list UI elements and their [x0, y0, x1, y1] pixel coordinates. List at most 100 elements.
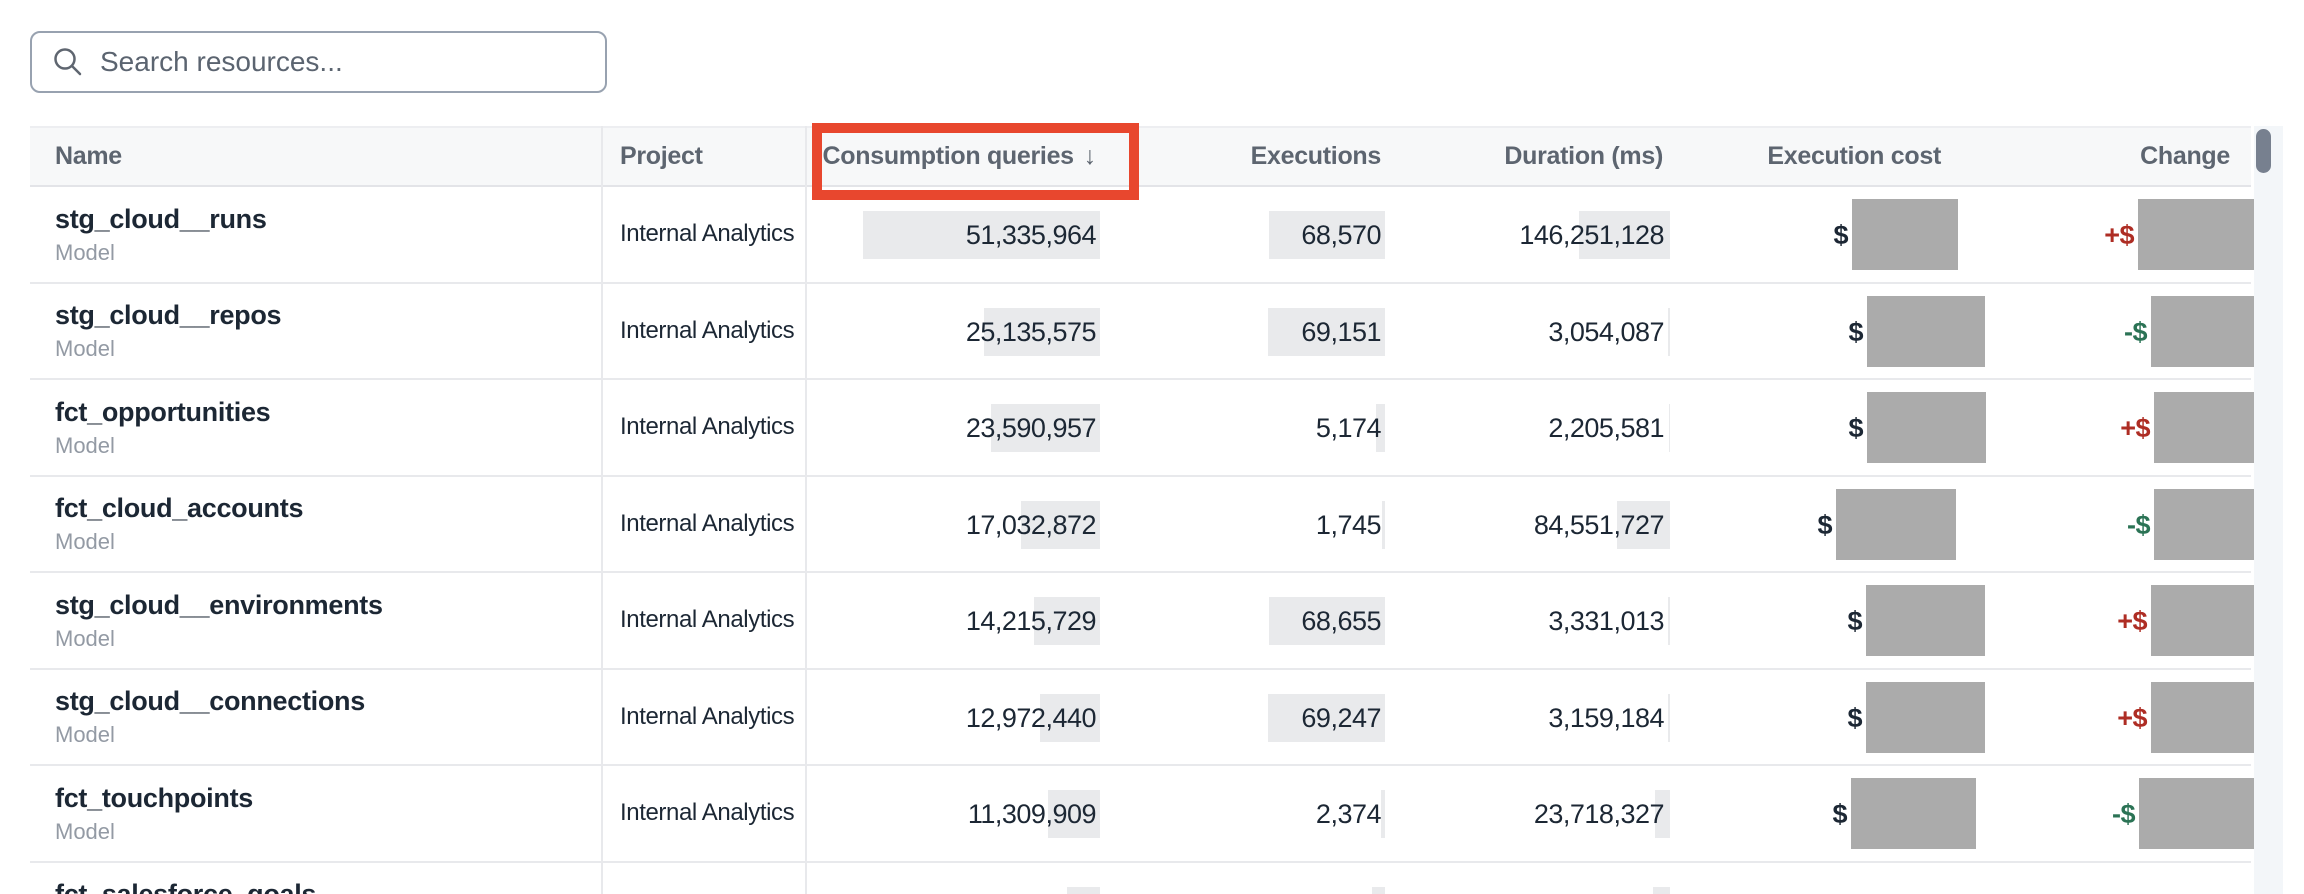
- resource-name: stg_cloud__runs: [55, 203, 267, 234]
- table-header-row: Name Project Consumption queries ↓ Execu…: [30, 126, 2251, 187]
- duration-value: 3,054,087: [1548, 316, 1664, 347]
- value-bar: [1040, 693, 1100, 742]
- value-bar: [1668, 597, 1670, 645]
- project-cell: Internal Analytics: [601, 863, 805, 894]
- table-row[interactable]: fct_touchpoints Model Internal Analytics…: [30, 766, 2260, 863]
- consumption-cell: 23,590,957: [805, 380, 1140, 475]
- value-bar: [1034, 597, 1100, 645]
- column-header-consumption-queries[interactable]: Consumption queries ↓: [805, 128, 1140, 185]
- value-bar: [1669, 404, 1670, 452]
- redaction-box: [2151, 295, 2274, 367]
- redaction-box: [1867, 392, 1986, 463]
- change-cell: +$: [2030, 573, 2274, 668]
- name-cell: fct_cloud_accounts Model: [30, 477, 601, 572]
- project-cell: Internal Analytics: [620, 509, 795, 537]
- redaction-box: [2151, 681, 2274, 753]
- resource-type: Model: [55, 336, 115, 362]
- project-cell: Internal Analytics: [620, 702, 795, 730]
- column-divider: [601, 126, 603, 894]
- redaction-box: [1852, 199, 1958, 270]
- value-bar: [1382, 500, 1385, 549]
- value-bar: [1655, 790, 1670, 838]
- execution-cost-cell: $: [1700, 766, 2030, 861]
- vertical-scrollbar-thumb[interactable]: [2256, 129, 2271, 173]
- value-bar: [1668, 693, 1670, 742]
- executions-cell: 68,655: [1140, 573, 1420, 668]
- change-sign: +$: [2120, 413, 2150, 443]
- currency-sign: $: [1847, 702, 1862, 733]
- execution-cost-cell: $: [1700, 477, 2030, 572]
- executions-value: 68,570: [1301, 220, 1381, 250]
- execution-cost-cell: $: [1700, 187, 2030, 282]
- project-cell: Internal Analytics: [620, 606, 795, 634]
- table-row[interactable]: stg_cloud__environments Model Internal A…: [30, 573, 2274, 670]
- executions-cell: 69,151: [1140, 284, 1420, 379]
- duration-value: 84,551,727: [1533, 509, 1665, 540]
- resource-name: fct_touchpoints: [55, 782, 253, 813]
- change-cell: [2030, 863, 2251, 894]
- redaction-box: [2154, 488, 2268, 560]
- table-row[interactable]: stg_cloud__connections Model Internal An…: [30, 669, 2274, 766]
- currency-sign: $: [1847, 606, 1862, 636]
- annotation-highlight-box: [812, 123, 1139, 200]
- column-header-name[interactable]: Name: [30, 128, 601, 185]
- value-bar: [1617, 500, 1670, 549]
- column-header-label: Consumption queries: [822, 142, 1075, 170]
- column-header-project[interactable]: Project: [601, 128, 805, 185]
- value-bar: [1268, 307, 1385, 356]
- name-cell: stg_cloud__connections Model: [30, 670, 601, 765]
- resource-name: stg_cloud__connections: [55, 686, 365, 717]
- duration-value: 3,331,013: [1548, 606, 1664, 636]
- consumption-value: 25,135,575: [965, 316, 1097, 347]
- vertical-scrollbar-track[interactable]: [2254, 126, 2283, 894]
- change-sign: +$: [2117, 606, 2147, 636]
- change-sign: +$: [2117, 702, 2147, 733]
- value-bar: [1668, 307, 1670, 356]
- redaction-box: [1866, 585, 1985, 656]
- executions-value: 2,374: [1315, 799, 1382, 829]
- column-header-label: Executions: [1250, 142, 1382, 170]
- table-row[interactable]: stg_cloud__repos Model Internal Analytic…: [30, 283, 2274, 380]
- consumption-value: 23,590,957: [965, 413, 1097, 443]
- resource-type: Model: [55, 432, 115, 458]
- change-cell: -$: [2030, 766, 2260, 861]
- search-input[interactable]: [100, 46, 589, 78]
- change-sign: +$: [2104, 220, 2134, 250]
- redaction-box: [1866, 681, 1985, 753]
- search-bar: [30, 31, 607, 93]
- column-header-label: Change: [2140, 142, 2230, 170]
- executions-value: 1,745: [1315, 509, 1382, 540]
- currency-sign: $: [1833, 220, 1848, 250]
- consumption-cell: 17,032,872: [805, 477, 1140, 572]
- table-row[interactable]: fct_cloud_accounts Model Internal Analyt…: [30, 476, 2268, 573]
- name-cell: stg_cloud__runs Model: [30, 187, 601, 282]
- change-sign: -$: [2126, 509, 2151, 540]
- consumption-value: 12,972,440: [965, 702, 1097, 733]
- consumption-value: 17,032,872: [965, 509, 1097, 540]
- column-header-label: Execution cost: [1767, 142, 1941, 170]
- consumption-cell: 51,335,964: [805, 187, 1140, 282]
- column-header-label: Project: [620, 142, 703, 170]
- currency-sign: $: [1848, 316, 1863, 347]
- duration-cell: 3,331,013: [1420, 573, 1700, 668]
- table-row-partial[interactable]: fct_salesforce_goals Model Internal Anal…: [30, 862, 2251, 894]
- value-bar: [863, 211, 1100, 259]
- column-header-executions[interactable]: Executions: [1140, 128, 1420, 185]
- column-header-execution-cost[interactable]: Execution cost: [1700, 128, 2030, 185]
- value-bar: [1021, 500, 1100, 549]
- consumption-value: 11,309,909: [967, 799, 1097, 829]
- column-divider: [805, 126, 807, 894]
- table-row[interactable]: stg_cloud__runs Model Internal Analytics…: [30, 187, 2258, 284]
- resource-name: fct_opportunities: [55, 396, 271, 427]
- duration-cell: 2,205,581: [1420, 380, 1700, 475]
- change-sign: -$: [2123, 316, 2148, 347]
- name-cell: stg_cloud__environments Model: [30, 573, 601, 668]
- column-header-change[interactable]: Change: [2030, 128, 2251, 185]
- table-row[interactable]: fct_opportunities Model Internal Analyti…: [30, 380, 2268, 477]
- name-cell: fct_salesforce_goals Model: [30, 863, 601, 894]
- column-header-duration[interactable]: Duration (ms): [1420, 128, 1700, 185]
- currency-sign: $: [1832, 799, 1847, 829]
- consumption-value: 51,335,964: [965, 220, 1097, 250]
- redaction-box: [2154, 392, 2268, 463]
- project-cell: Internal Analytics: [620, 799, 795, 827]
